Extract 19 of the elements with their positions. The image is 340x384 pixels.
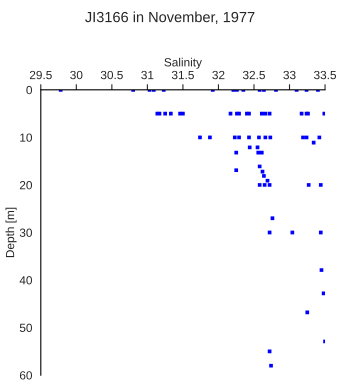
- x-tick-label: 29.5: [30, 70, 52, 80]
- x-tick-label: 30: [70, 70, 82, 80]
- x-tick-label: 33: [283, 70, 296, 80]
- y-tick-label: 50: [20, 324, 32, 332]
- x-tick-label: 33.5: [314, 70, 336, 80]
- y-tick-label: 40: [20, 276, 32, 284]
- y-tick-label: 30: [20, 228, 32, 237]
- y-tick-label: 60: [20, 371, 32, 380]
- chart-title: JI3166 in November, 1977: [85, 12, 254, 24]
- x-tick-label: 31: [141, 70, 154, 80]
- x-tick-label: 31.5: [172, 70, 194, 80]
- x-tick-label: 30.5: [100, 70, 123, 80]
- y-tick-label: 0: [26, 86, 32, 94]
- x-axis-title: Salinity: [164, 58, 202, 69]
- y-tick-label: 10: [20, 133, 32, 142]
- x-tick-label: 32: [212, 70, 224, 80]
- y-axis-title: Depth [m]: [6, 208, 17, 258]
- y-tick-label: 20: [20, 180, 32, 190]
- x-tick-label: 32.5: [242, 70, 265, 80]
